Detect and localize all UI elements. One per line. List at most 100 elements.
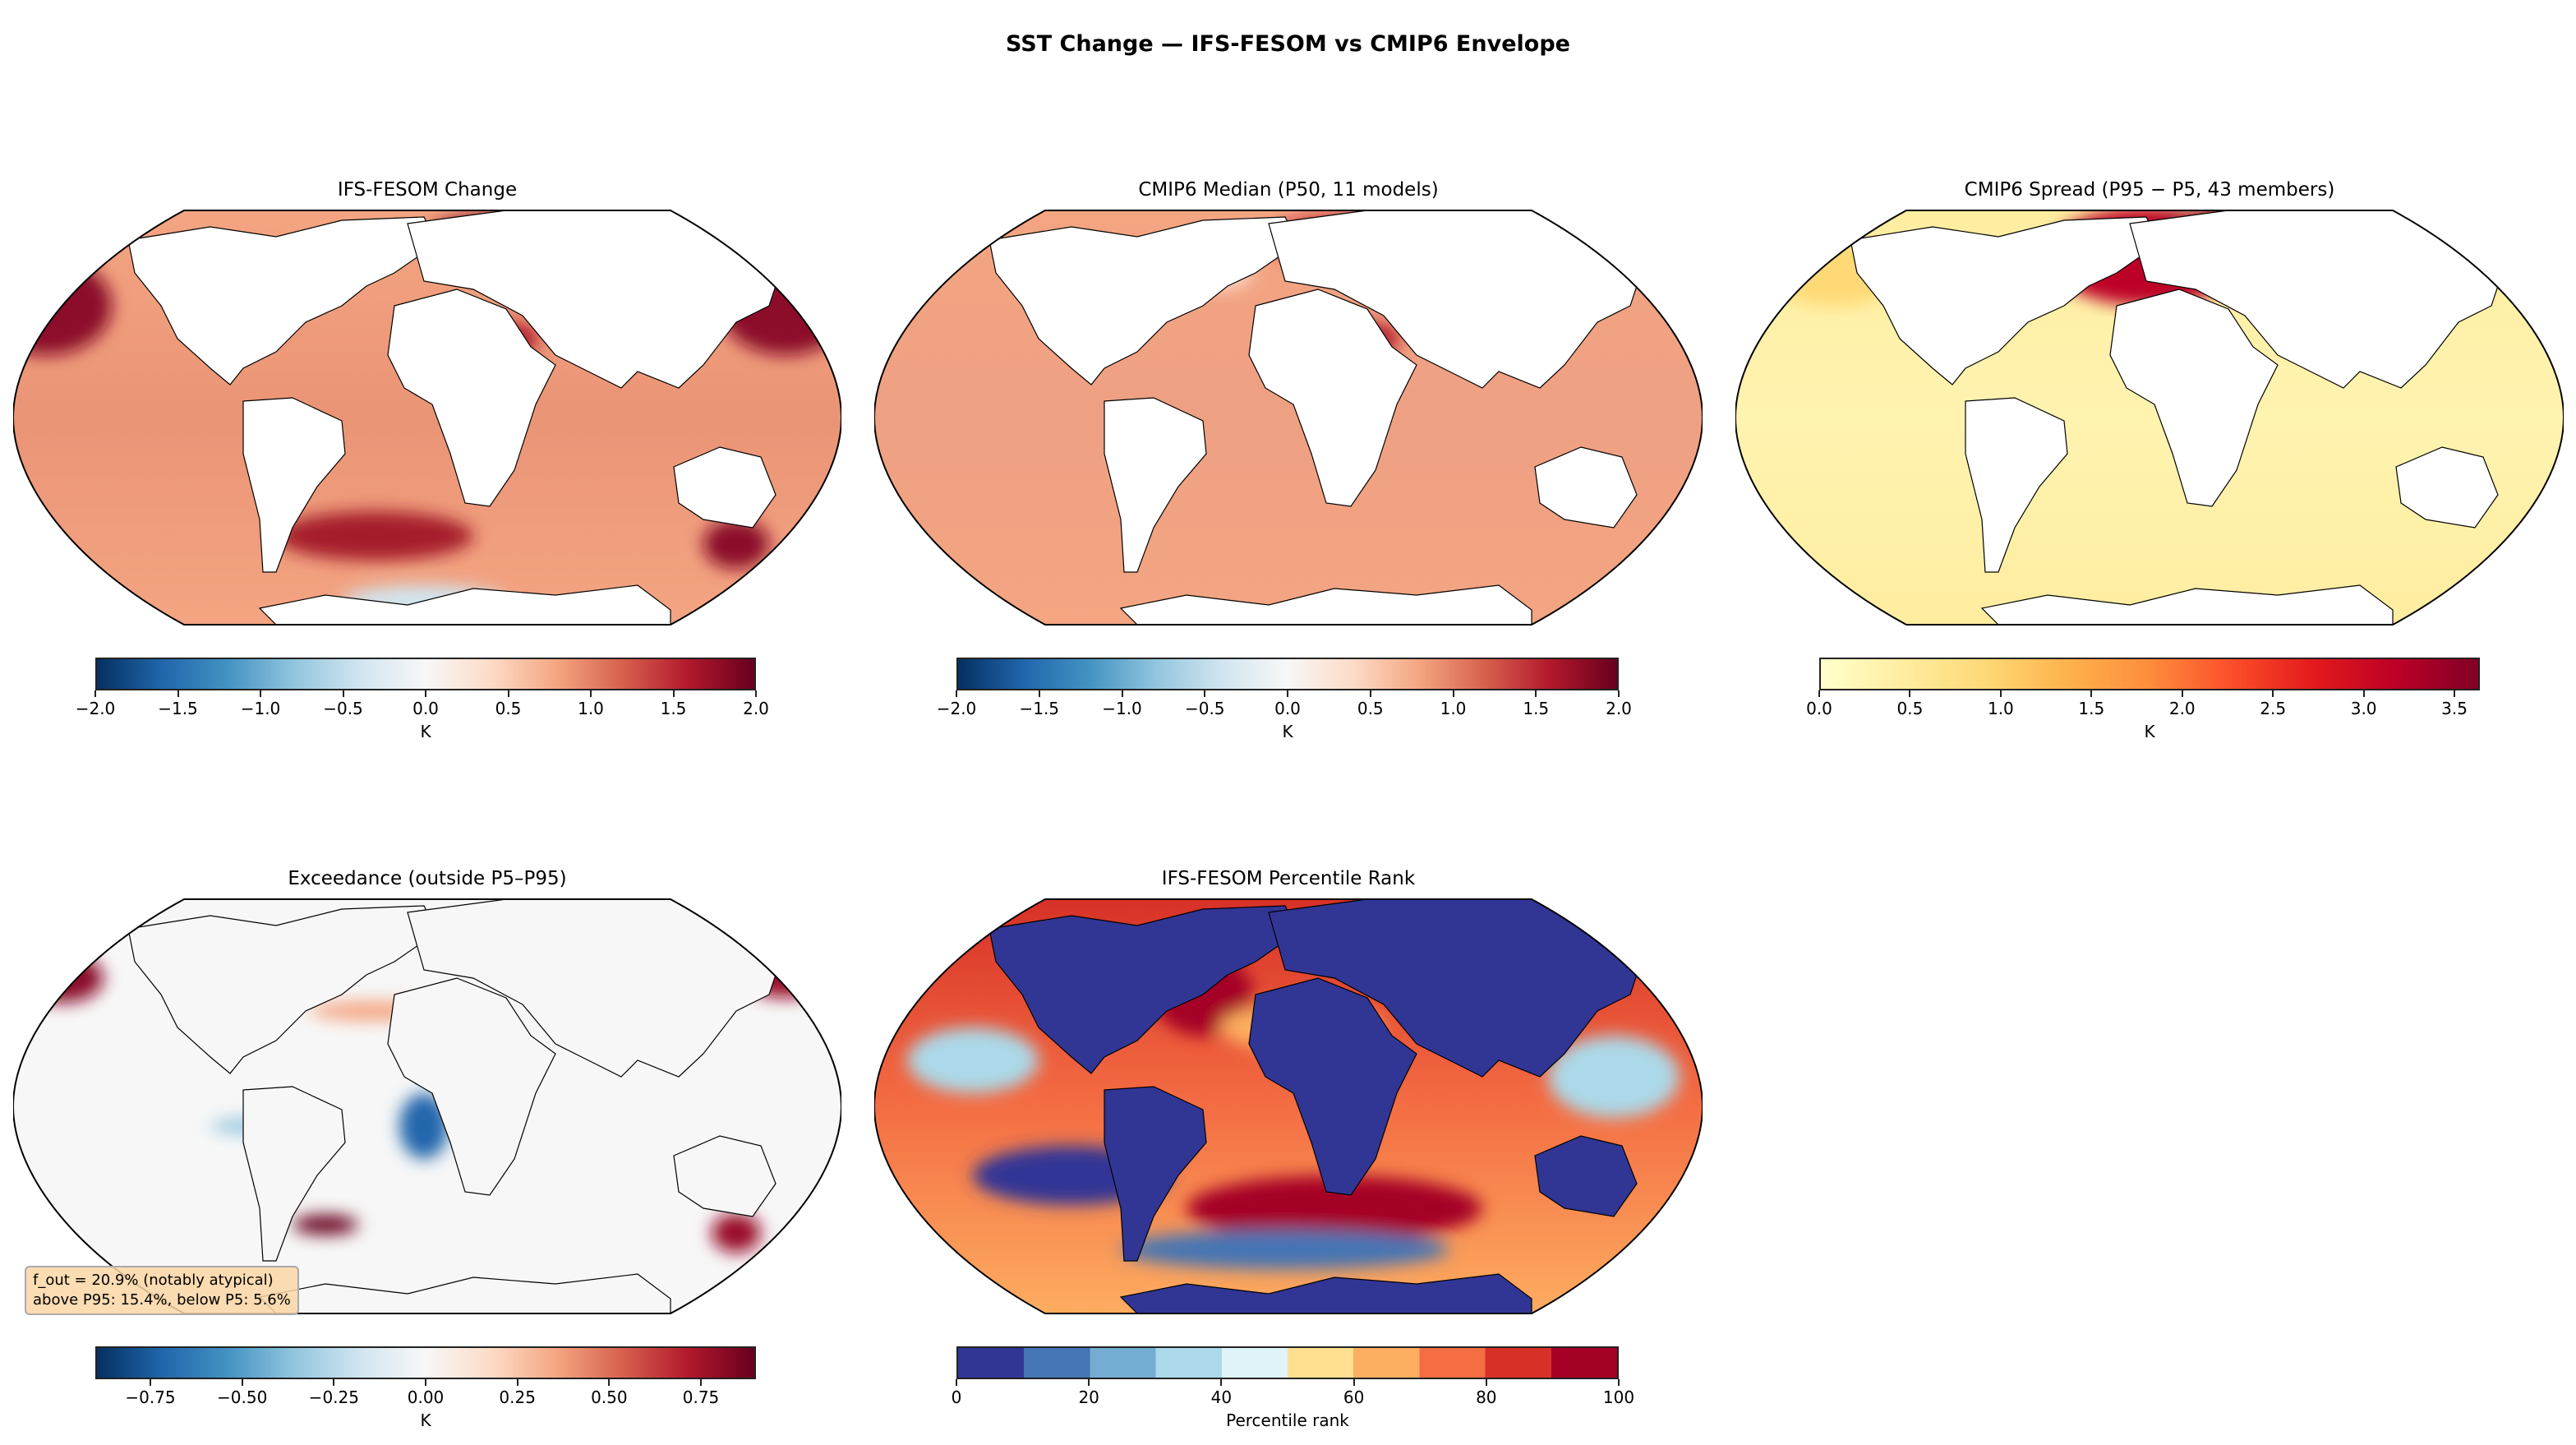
colorbar-tick-label: 1.5 <box>1523 699 1550 718</box>
anomaly-region <box>1548 1036 1680 1118</box>
colorbar-tick-mark <box>2181 690 2183 697</box>
coastline <box>1965 397 2068 573</box>
colorbar-tick-label: 2.0 <box>1606 699 1632 718</box>
coastline <box>673 1135 776 1217</box>
colorbar-tick-label: 0.5 <box>495 699 522 718</box>
colorbar-tick-mark <box>177 690 179 697</box>
anomaly-region <box>1187 1175 1482 1241</box>
colorbar-tick-mark <box>956 690 957 697</box>
colorbar-tick-label: 20 <box>1078 1387 1099 1407</box>
annotation-line-1: f_out = 20.9% (notably atypical) <box>33 1272 274 1289</box>
colorbar-tick-label: −0.5 <box>1184 699 1225 718</box>
colorbar-tick-label: 60 <box>1343 1387 1365 1407</box>
colorbar-tick-label: 1.0 <box>1987 699 2014 718</box>
colorbar-tick-label: 100 <box>1602 1387 1635 1407</box>
panel-title: IFS-FESOM Percentile Rank <box>1161 868 1416 889</box>
coastline <box>1104 397 1207 573</box>
map-boundary <box>13 898 841 1314</box>
colorbar-tick-mark <box>700 1379 702 1386</box>
colorbar-tick-label: 80 <box>1476 1387 1497 1407</box>
coastline <box>258 1273 671 1313</box>
colorbar-tick-mark <box>425 1379 426 1386</box>
colorbar-tick-mark <box>1909 690 1911 697</box>
colorbar-tick-label: −1.0 <box>240 699 281 718</box>
map-boundary <box>1735 210 2564 626</box>
colorbar <box>956 658 1619 690</box>
colorbar-label: K <box>420 722 431 741</box>
colorbar-tick-label: 0.0 <box>1274 699 1301 718</box>
colorbar-label: K <box>1282 722 1293 741</box>
colorbar-tick-mark <box>1452 690 1454 697</box>
colorbar-tick-mark <box>1369 690 1371 697</box>
colorbar-tick-mark <box>590 690 592 697</box>
coastline <box>242 397 346 573</box>
colorbar-tick-label: 2.0 <box>743 699 769 718</box>
coastline <box>988 905 1299 1074</box>
colorbar-tick-label: 2.5 <box>2260 699 2287 718</box>
colorbar-tick-mark <box>1485 1379 1487 1386</box>
map-panel <box>13 210 841 626</box>
colorbar-tick-label: 0.0 <box>412 699 439 718</box>
colorbar-tick-label: 1.0 <box>1440 699 1467 718</box>
colorbar-label: K <box>420 1410 431 1430</box>
colorbar-tick-label: 3.5 <box>2441 699 2468 718</box>
colorbar-tick-mark <box>333 1379 335 1386</box>
colorbar-tick-mark <box>1535 690 1537 697</box>
colorbar-tick-label: −0.75 <box>125 1387 176 1407</box>
coastline <box>1119 584 1532 625</box>
coastline <box>1104 1086 1207 1262</box>
coastline <box>1248 289 1417 507</box>
coastline <box>1534 1135 1638 1217</box>
colorbar-tick-label: 0.25 <box>499 1387 536 1407</box>
colorbar-tick-mark <box>608 1379 611 1386</box>
colorbar-tick-mark <box>241 1379 243 1386</box>
colorbar-tick-label: 3.0 <box>2350 699 2377 718</box>
coastline <box>1119 1273 1532 1313</box>
coastline <box>2395 446 2499 529</box>
colorbar-tick-mark <box>1353 1379 1355 1386</box>
colorbar-tick-mark <box>1088 1379 1090 1386</box>
colorbar-tick-mark <box>1618 690 1620 697</box>
anomaly-region <box>1121 1230 1449 1269</box>
colorbar-tick-mark <box>956 1379 957 1386</box>
anomaly-region <box>712 1213 761 1253</box>
coastline <box>1248 977 1417 1196</box>
colorbar-tick-label: 0.5 <box>1896 699 1924 718</box>
colorbar-tick-label: 1.5 <box>2078 699 2105 718</box>
colorbar-tick-mark <box>94 690 96 697</box>
colorbar-tick-mark <box>507 690 509 697</box>
colorbar-tick-label: 0.50 <box>591 1387 628 1407</box>
colorbar-label: Percentile rank <box>1226 1410 1349 1430</box>
map-panel <box>13 898 841 1314</box>
map-boundary <box>874 898 1703 1314</box>
colorbar-tick-mark <box>1818 690 1820 697</box>
colorbar-label: K <box>2144 722 2155 741</box>
panel-title: CMIP6 Spread (P95 − P5, 43 members) <box>1964 179 2335 201</box>
map-boundary <box>13 210 841 626</box>
map-boundary <box>874 210 1703 626</box>
exceedance-annotation: f_out = 20.9% (notably atypical) above P… <box>25 1266 299 1315</box>
colorbar-tick-label: −0.5 <box>323 699 363 718</box>
coastline <box>127 905 438 1074</box>
coastline <box>258 584 671 625</box>
colorbar-tick-label: 0.00 <box>407 1387 445 1407</box>
colorbar-tick-mark <box>516 1379 518 1386</box>
panel-title: CMIP6 Median (P50, 11 models) <box>1138 179 1439 201</box>
colorbar-tick-label: −1.5 <box>158 699 198 718</box>
colorbar-tick-mark <box>260 690 261 697</box>
colorbar-tick-mark <box>425 690 426 697</box>
map-panel <box>1735 210 2564 626</box>
colorbar-tick-mark <box>1121 690 1123 697</box>
colorbar-tick-mark <box>1999 690 2002 697</box>
colorbar-tick-mark <box>2090 690 2093 697</box>
coastline <box>1850 216 2160 385</box>
colorbar-tick-mark <box>1204 690 1206 697</box>
colorbar-tick-label: 0.5 <box>1357 699 1384 718</box>
colorbar-tick-label: 0.75 <box>682 1387 720 1407</box>
colorbar-tick-mark <box>342 690 344 697</box>
map-panel <box>874 210 1703 626</box>
colorbar <box>956 1346 1619 1379</box>
anomaly-region <box>293 1215 358 1235</box>
annotation-line-2: above P95: 15.4%, below P5: 5.6% <box>33 1291 291 1309</box>
